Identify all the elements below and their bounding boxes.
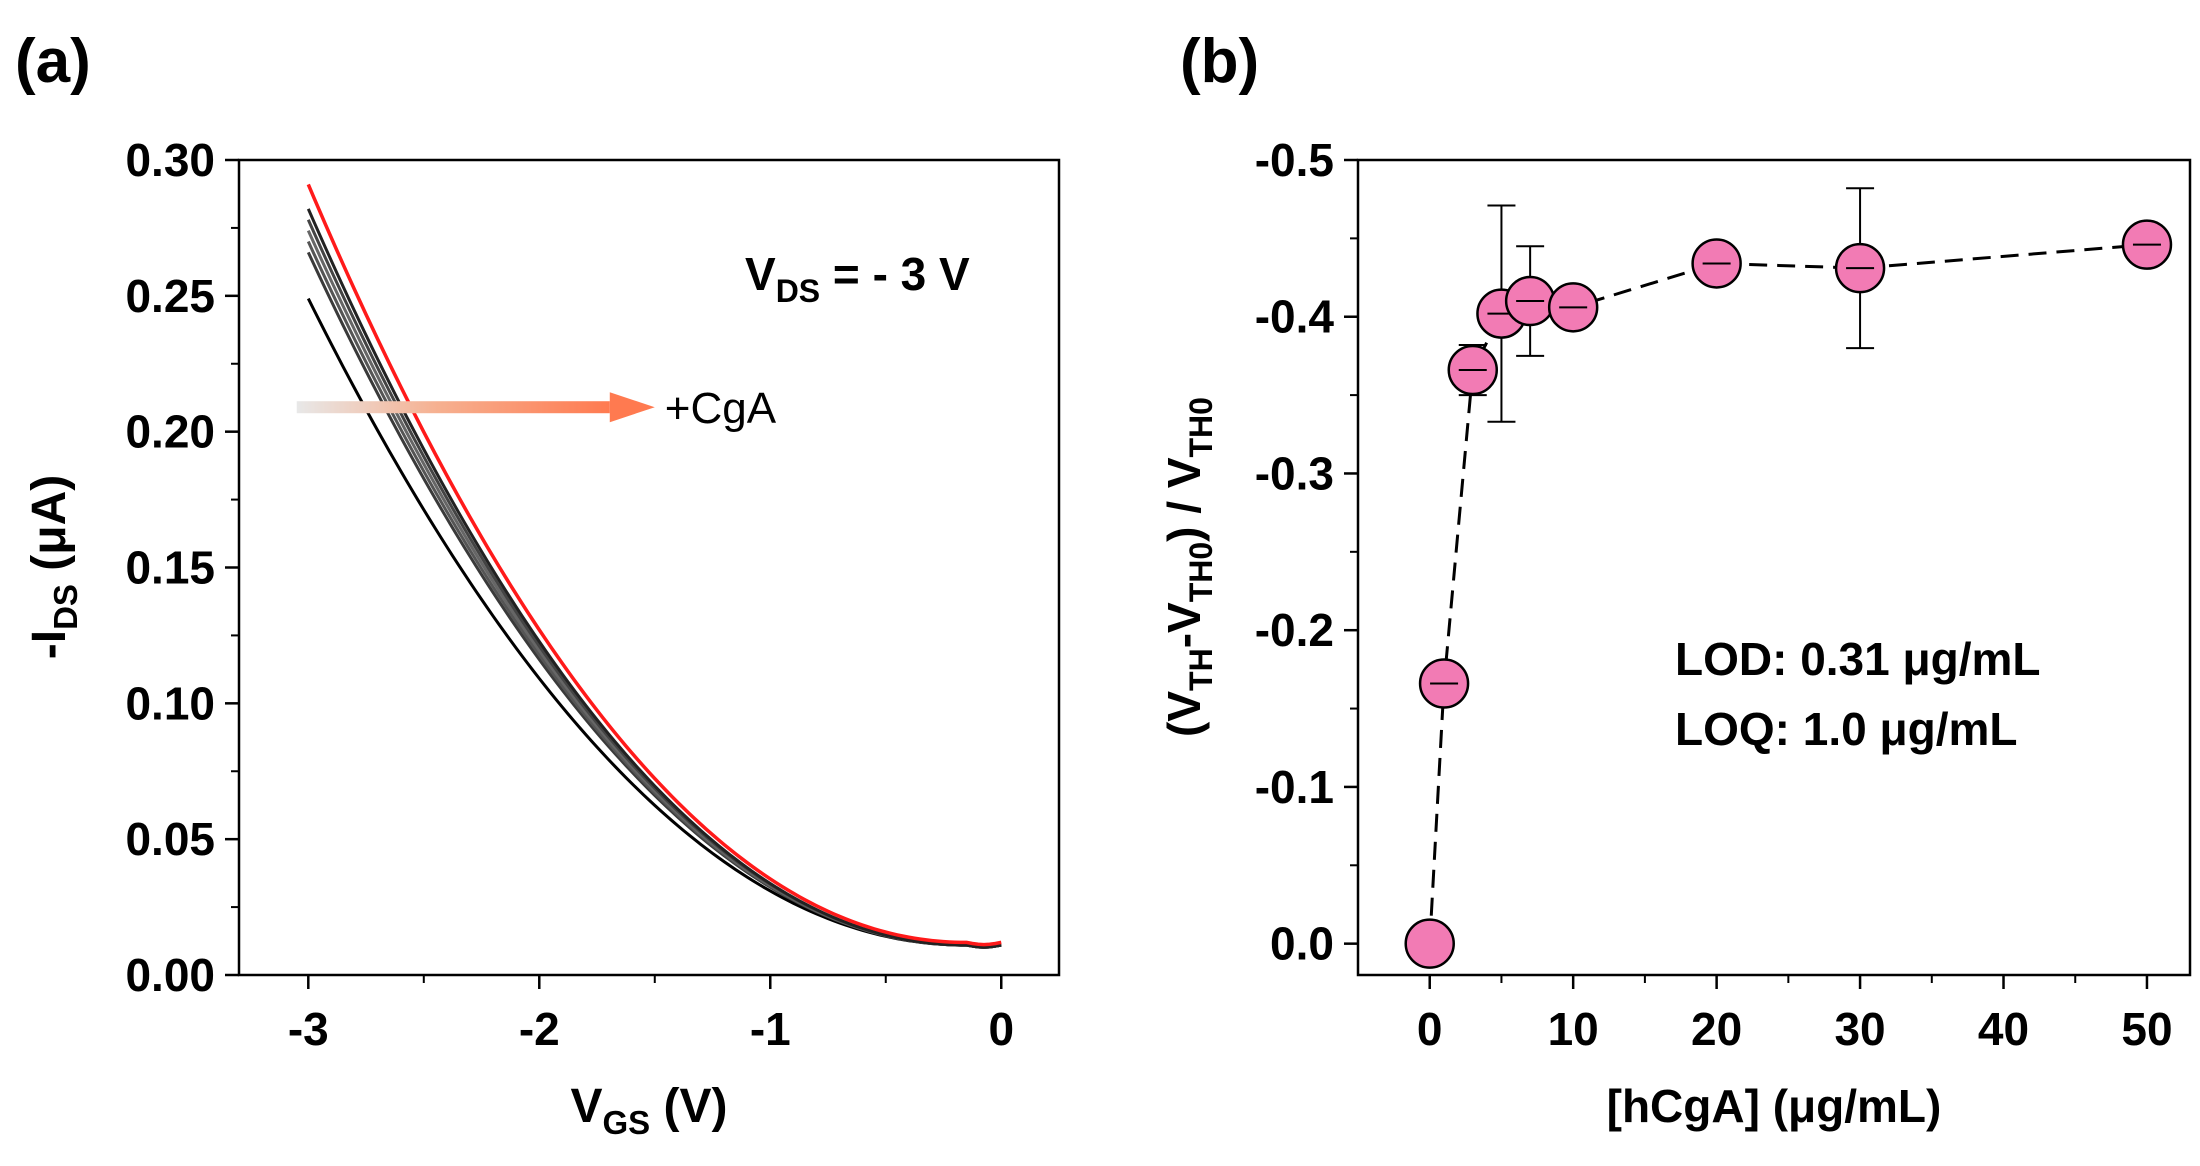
panel-b-y-tick-label: -0.3 xyxy=(1255,447,1334,499)
panel-a-y-axis-label: -IDS (μA) xyxy=(23,475,84,660)
cga-arrow xyxy=(296,392,655,423)
cga-arrow-head xyxy=(609,392,655,423)
xlabel-sub: GS xyxy=(603,1104,651,1141)
panel-a-series-step4 xyxy=(306,219,1002,949)
b-ylabel-s2: TH0 xyxy=(1183,542,1219,602)
panel-a-series-step2 xyxy=(306,240,1002,949)
panel-a-x-tick-label: 0 xyxy=(988,1003,1014,1055)
cga-arrow-body xyxy=(296,401,610,414)
panel-a-series-group xyxy=(306,183,1002,949)
panel-a-condition-annotation: VDS = - 3 V xyxy=(745,248,970,309)
panel-a-y-tick-label: 0.00 xyxy=(125,949,215,1001)
panel-b-x-axis-label: [hCgA] (μg/mL) xyxy=(1607,1080,1942,1132)
panel-a-series-baseline xyxy=(306,297,1002,949)
b-ylabel-p2: -V xyxy=(1158,602,1210,648)
ylabel-unit: (μA) xyxy=(23,475,76,584)
panel-a-y-tick-label: 0.30 xyxy=(125,134,215,186)
xlabel-main: V xyxy=(570,1080,602,1133)
panel-b-y-tick-label: -0.5 xyxy=(1255,134,1334,186)
panel-a-y-tick-label: 0.05 xyxy=(125,813,215,865)
panel-a-x-tick-label: -2 xyxy=(519,1003,560,1055)
panel-a-y-tick-label: 0.20 xyxy=(125,406,215,458)
panel-b-data-point xyxy=(1404,918,1455,969)
panel-a-y-tick-label: 0.15 xyxy=(125,542,215,594)
panel-b-x-tick-label: 50 xyxy=(2121,1003,2172,1055)
panel-b-y-tick-label: -0.4 xyxy=(1255,291,1335,343)
cga-arrow-label: +CgA xyxy=(665,384,777,433)
condition-main: V xyxy=(745,248,776,300)
panel-b-y-tick-label: 0.0 xyxy=(1270,918,1334,970)
ylabel-sub: DS xyxy=(47,584,84,630)
panel-label-b: (b) xyxy=(1180,27,1259,96)
b-ylabel-s1: TH xyxy=(1183,648,1219,691)
panel-a-series-cga xyxy=(306,183,1002,947)
panel-a-series-step1 xyxy=(306,251,1002,949)
panel-a-y-tick-label: 0.10 xyxy=(125,677,215,729)
panel-b-frame xyxy=(1356,158,2192,977)
panel-b-ticks: 0 10 20 30 40 50 0.0 -0.1 -0.2 -0.3 -0.4 -0.5 xyxy=(1255,134,2173,1055)
panel-b-x-tick-label: 20 xyxy=(1691,1003,1742,1055)
panel-a-x-axis-label: VGS (V) xyxy=(570,1080,727,1141)
panel-b-chart: 0 10 20 30 40 50 0.0 -0.1 -0.2 -0.3 -0.4 -0.5 LOD: … xyxy=(1158,134,2192,1132)
panel-b-y-tick-label: -0.1 xyxy=(1255,761,1334,813)
panel-a-series-step3 xyxy=(306,230,1002,949)
ylabel-pre: -I xyxy=(23,630,76,659)
panel-b-dashed-trend-line xyxy=(1428,243,2148,944)
panel-b-y-tick-label: -0.2 xyxy=(1255,604,1334,656)
panel-a-ticks: -3 -2 -1 0 0.00 0.05 0.10 0.15 0.20 0.25 0.30 xyxy=(125,134,1014,1055)
condition-sub: DS xyxy=(776,273,820,309)
panel-a-chart: -3 -2 -1 0 0.00 0.05 0.10 0.15 0.20 0.25 0.30 VDS … xyxy=(23,134,1061,1141)
panel-label-a: (a) xyxy=(15,27,91,96)
lod-annotation: LOD: 0.31 μg/mL xyxy=(1675,633,2041,685)
panel-b-points xyxy=(1404,187,2173,969)
condition-rest: = - 3 V xyxy=(820,248,970,300)
panel-a-x-tick-label: -1 xyxy=(750,1003,791,1055)
loq-annotation: LOQ: 1.0 μg/mL xyxy=(1675,703,2018,755)
panel-a-y-tick-label: 0.25 xyxy=(125,270,215,322)
panel-a-x-tick-label: -3 xyxy=(288,1003,329,1055)
panel-b-x-tick-label: 40 xyxy=(1978,1003,2029,1055)
panel-b-x-tick-label: 10 xyxy=(1548,1003,1599,1055)
b-ylabel-p3: ) / V xyxy=(1158,457,1210,542)
panel-b-y-axis-label: (VTH-VTH0) / VTH0 xyxy=(1158,397,1219,737)
b-ylabel-p1: (V xyxy=(1158,691,1210,737)
panel-a-series-step5 xyxy=(306,208,1002,949)
b-ylabel-s3: TH0 xyxy=(1183,397,1219,457)
panel-b-x-tick-label: 30 xyxy=(1834,1003,1885,1055)
xlabel-unit: (V) xyxy=(650,1080,727,1133)
panel-b-x-tick-label: 0 xyxy=(1417,1003,1443,1055)
